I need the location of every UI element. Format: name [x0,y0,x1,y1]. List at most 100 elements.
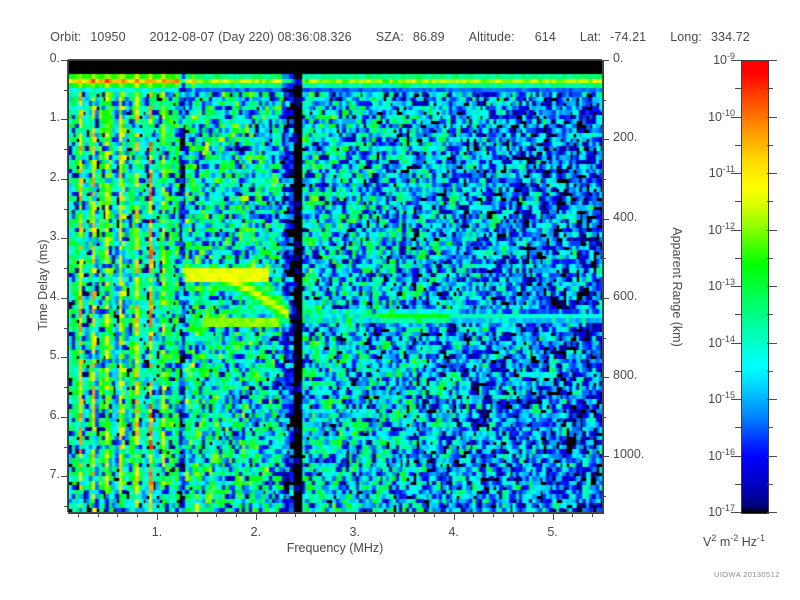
x-tick-minor [275,512,277,517]
x-tick-minor [335,512,336,517]
x-tick-minor [433,512,435,517]
colorbar-tick-minor [767,201,773,203]
credit-text: UIOWA 20130512 [714,570,780,579]
colorbar-tick-label: 10-17 [708,503,735,520]
x-tick-minor [532,512,534,517]
y2-tick-major [602,456,609,458]
y2-tick-minor [602,416,606,418]
y-tick-major [61,297,68,299]
x-tick-minor [394,512,396,517]
top-spine [68,59,602,60]
x-tick-label: 2. [250,525,262,539]
altitude-label: Altitude: [468,30,515,44]
datetime-value: 2012-08-07 (Day 220) 08:36:08.326 [149,30,352,44]
x-tick-minor [97,512,99,517]
y-axis-spine [67,60,68,512]
y2-tick-label: 1000. [613,447,645,462]
x-tick-minor [295,512,297,517]
colorbar-tick-major [767,116,777,118]
sza-label: SZA: [375,30,404,44]
y-tick-minor [64,89,68,91]
x-tick-minor [196,512,198,517]
colorbar-tick-major-left [731,399,741,400]
colorbar-tick-minor [767,88,773,90]
x-tick-major [453,512,455,520]
spectrogram-canvas [69,61,603,513]
colorbar-tick-minor-left [735,88,741,90]
colorbar-tick-minor-left [735,483,741,485]
x-tick-minor [137,512,139,517]
x-tick-minor [176,512,178,517]
y-tick-major [61,178,68,180]
y-tick-label: 1. [49,110,60,125]
x-tick-major [354,512,356,520]
long-label: Long: [670,30,702,44]
y2-tick-minor [602,496,606,498]
colorbar-tick-label: 10-12 [708,220,735,237]
colorbar-tick-label: 10-14 [708,333,735,350]
y2-tick-major [602,218,609,220]
y2-tick-major [602,377,609,379]
y2-tick-label: 800. [613,368,638,383]
ionogram-plot-area [68,60,604,514]
lat-label: Lat: [579,30,602,44]
colorbar-tick-major [767,455,777,457]
colorbar-tick-minor-left [735,314,741,316]
y-tick-label: 3. [49,229,60,244]
y-tick-label: 4. [49,288,60,303]
y-tick-minor [64,149,68,151]
x-tick-label: 1. [151,525,163,539]
colorbar-tick-label: 10-16 [708,446,735,463]
x-axis-title: Frequency (MHz) [286,541,384,555]
y-axis-title: Time Delay (ms) [36,239,50,331]
colorbar-tick-major-left [731,173,741,174]
colorbar-tick-major [767,512,777,513]
y2-axis-spine [602,60,603,512]
x-tick-major [552,512,554,520]
x-tick-label: 3. [349,525,360,539]
colorbar-tick-major [767,342,777,344]
colorbar-tick-minor [767,144,773,146]
colorbar-tick-major [767,173,777,174]
y-tick-major [61,60,68,61]
colorbar-tick-minor [767,483,773,485]
colorbar [741,60,769,514]
y-tick-label: 2. [49,169,60,184]
x-tick-minor [236,512,238,517]
colorbar-tick-major-left [731,342,741,344]
colorbar-tick-major-left [731,116,741,118]
x-tick-label: 5. [547,525,558,539]
colorbar-tick-major [767,286,777,287]
y2-tick-major [602,60,609,61]
orbit-label: Orbit: [50,30,82,44]
ionogram-header: Orbit: 10950 2012-08-07 (Day 220) 08:36:08… [0,30,800,44]
colorbar-tick-major-left [731,286,741,287]
x-axis-spine [68,512,602,513]
colorbar-units-label: V2 m-2 Hz-1 [703,533,766,550]
x-tick-minor [493,512,495,517]
y-tick-major [61,476,68,478]
x-tick-minor [117,512,119,517]
y-tick-label: 5. [49,348,60,363]
x-tick-label: 4. [448,525,459,539]
x-tick-minor [473,512,475,517]
y2-tick-major [602,297,609,299]
x-tick-minor [374,512,376,517]
colorbar-tick-minor-left [735,370,741,372]
y2-tick-label: 400. [613,209,638,224]
y2-tick-label: 200. [613,130,638,145]
y2-tick-major [602,139,609,141]
long-value: 334.72 [710,30,750,44]
y-tick-major [61,357,68,359]
colorbar-tick-major [767,60,777,61]
colorbar-tick-minor [767,314,773,316]
y-tick-minor [64,268,68,270]
y2-tick-label: 600. [613,288,638,303]
x-tick-major [157,512,158,520]
colorbar-tick-minor [767,257,773,259]
x-tick-minor [592,512,594,517]
colorbar-tick-major-left [731,512,741,513]
colorbar-gradient [742,61,768,513]
colorbar-tick-minor [767,370,773,372]
x-tick-minor [513,512,514,517]
